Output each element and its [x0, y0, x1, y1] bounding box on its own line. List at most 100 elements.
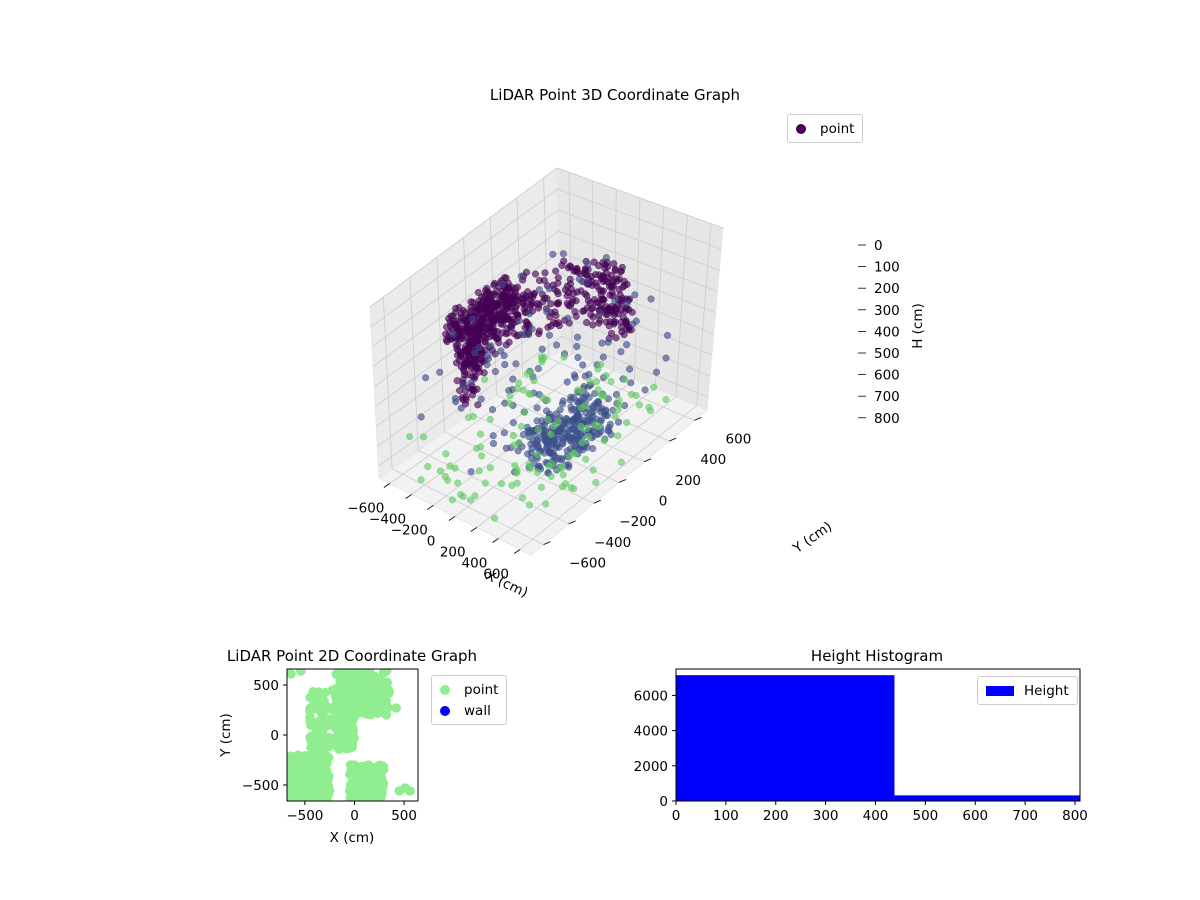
scatter-3d-point — [570, 449, 578, 457]
scatter-3d-point — [597, 416, 605, 424]
scatter-2d-point — [375, 765, 385, 776]
scatter-2d-point — [289, 773, 300, 784]
scatter-3d-point — [572, 427, 580, 435]
scatter-3d-point — [530, 377, 538, 385]
scatter-3d-point — [601, 264, 609, 272]
grid-line — [372, 230, 718, 367]
scatter-3d-point — [567, 483, 575, 492]
scatter-3d-point — [566, 275, 574, 283]
scatter-3d-point — [478, 452, 486, 460]
scatter-3d-point — [567, 263, 575, 271]
hist-x-tick-label: 600 — [962, 808, 988, 824]
scatter-3d-point — [563, 378, 571, 386]
scatter-2d-point — [343, 740, 353, 751]
scatter-3d-point — [573, 288, 581, 296]
scatter-2d-point — [299, 759, 309, 769]
z-tick-label: 500 — [874, 346, 900, 362]
scatter-3d-point — [619, 283, 627, 291]
scatter-3d-point — [595, 423, 603, 431]
scatter-3d-point — [589, 445, 597, 453]
scatter-3d-point — [467, 326, 475, 334]
scatter-2d-point — [321, 717, 332, 728]
scatter-3d-point — [615, 396, 623, 404]
scatter-3d-point — [602, 411, 610, 419]
scatter-3d-point — [586, 377, 594, 386]
scatter-3d-point — [458, 393, 466, 402]
x-tick-mark — [448, 516, 456, 521]
scatter-3d-point — [479, 314, 487, 322]
scatter-2d-point — [345, 708, 355, 719]
y2-tick-label: −500 — [242, 778, 279, 794]
scatter-3d-point — [498, 292, 507, 300]
grid-line — [592, 180, 594, 363]
scatter-3d-point — [531, 270, 540, 278]
scatter-3d-point — [537, 483, 545, 491]
scatter-3d-point — [589, 466, 597, 474]
scatter-2d-point — [329, 733, 340, 744]
scatter-2d-point — [314, 691, 324, 702]
scatter-3d-point — [612, 334, 620, 342]
scatter-3d-points — [406, 250, 672, 522]
scatter-2d-point — [358, 789, 368, 800]
scatter-3d-point — [468, 391, 477, 399]
legend-2d-label-point: point — [464, 681, 499, 698]
legend-2d: point wall — [431, 675, 508, 725]
scatter-3d-point — [631, 291, 639, 299]
y-axis-label: Y (cm) — [789, 519, 835, 558]
scatter-3d-point — [602, 254, 610, 262]
y-tick-mark — [643, 458, 652, 463]
z-axis-label: H (cm) — [910, 303, 926, 349]
scatter-3d-point — [592, 279, 600, 287]
scatter-3d-point — [534, 426, 542, 434]
scatter-3d-point — [517, 272, 525, 280]
scatter-2d-point — [375, 673, 386, 683]
z-tick-label: 700 — [874, 389, 900, 405]
scatter-2d-point — [323, 789, 334, 799]
scatter-3d-point — [501, 361, 509, 369]
grid-line — [373, 251, 716, 387]
y-tick-label: 0 — [659, 494, 668, 510]
scatter-3d-point — [467, 379, 475, 387]
scatter-3d-point — [572, 297, 580, 305]
scatter-3d-point — [544, 415, 552, 423]
y-tick-label: 200 — [675, 473, 701, 489]
scatter-3d-point — [530, 289, 539, 297]
scatter-3d-point — [488, 406, 497, 414]
scatter-2d-point — [356, 764, 366, 774]
scatter-2d-point — [343, 674, 353, 685]
scatter-3d-point — [441, 472, 449, 480]
scatter-3d-point — [436, 467, 445, 475]
scatter-2d-point — [310, 782, 321, 793]
scatter-2d-point — [307, 754, 318, 764]
scatter-3d-point — [549, 250, 557, 258]
scatter-3d-point — [563, 299, 571, 307]
grid-line — [519, 405, 697, 550]
x-tick-mark — [492, 538, 499, 543]
scatter-3d-point — [573, 342, 581, 351]
scatter-3d-point — [442, 450, 450, 458]
scatter-3d-point — [453, 377, 461, 385]
scatter-3d-point — [607, 307, 615, 315]
x-tick-mark — [470, 527, 477, 532]
y-tick-mark — [593, 499, 602, 504]
scatter-3d-point — [545, 331, 554, 339]
hist-x-tick-label: 200 — [763, 808, 789, 824]
scatter-3d-point — [454, 346, 463, 355]
scatter-3d-point — [514, 447, 522, 455]
scatter-3d-point — [555, 443, 563, 451]
scatter-2d-point — [322, 778, 333, 789]
scatter-3d-point — [560, 353, 568, 361]
grid-line — [377, 314, 711, 447]
scatter-3d-point — [449, 330, 457, 338]
z-tick-label: 100 — [874, 260, 900, 276]
scatter-3d-point — [491, 514, 499, 522]
scatter-3d-point — [597, 300, 605, 308]
scatter-3d-point — [506, 392, 514, 400]
y-tick-label: 600 — [726, 431, 752, 447]
scatter-2d-point — [290, 784, 300, 794]
scatter-2d-point — [305, 703, 315, 714]
scatter-3d-point — [491, 367, 499, 376]
scatter-3d-point — [486, 464, 494, 472]
scatter-3d-point — [533, 450, 542, 459]
scatter-3d-point — [448, 496, 456, 504]
